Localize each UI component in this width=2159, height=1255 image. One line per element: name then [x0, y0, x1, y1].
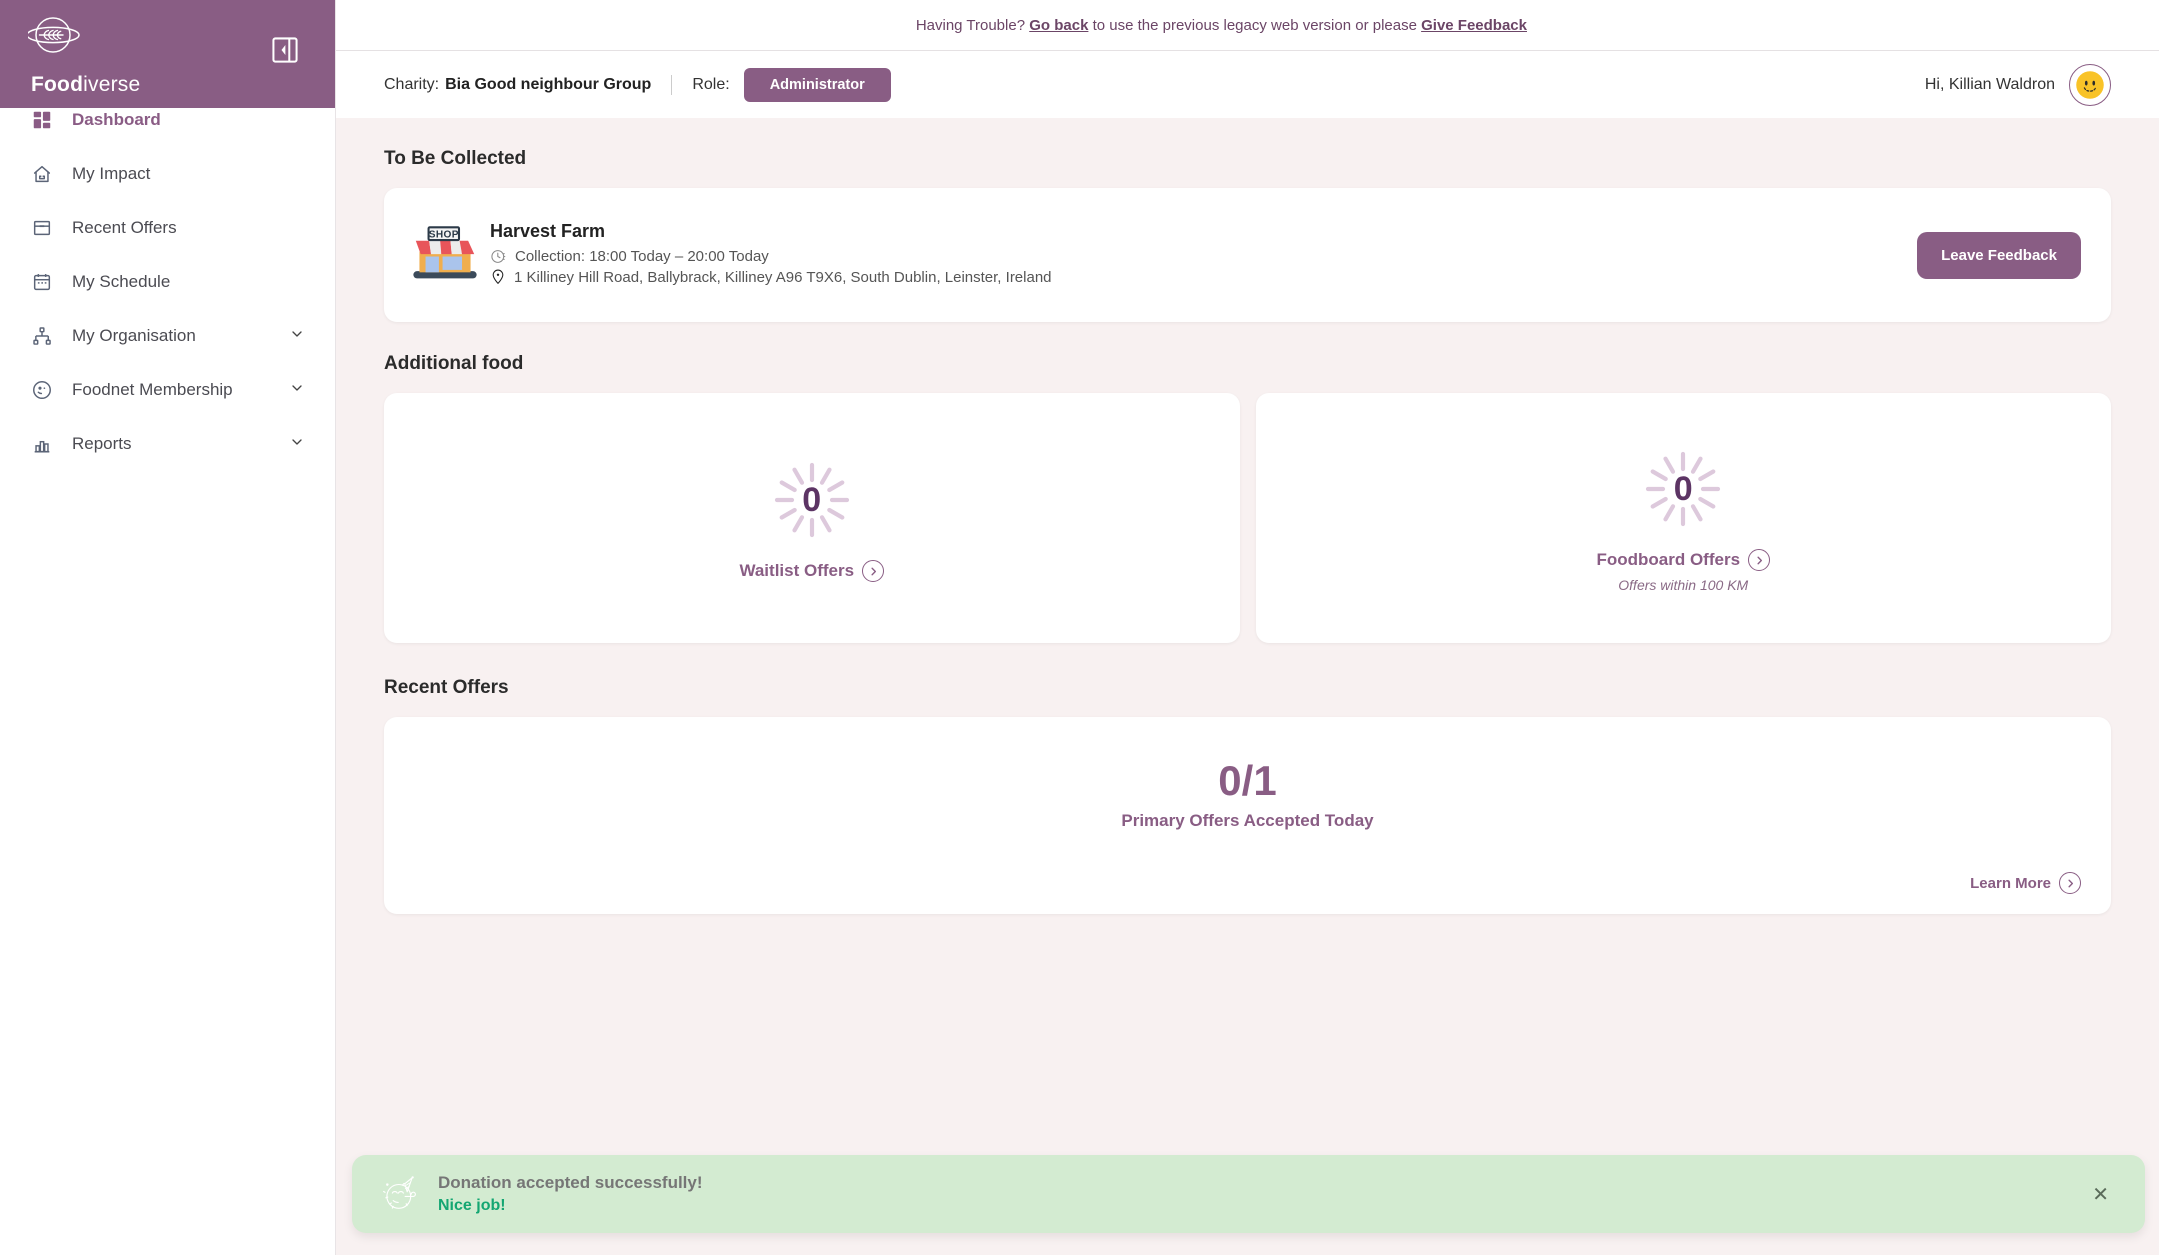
svg-text:SHOP: SHOP: [429, 229, 459, 240]
